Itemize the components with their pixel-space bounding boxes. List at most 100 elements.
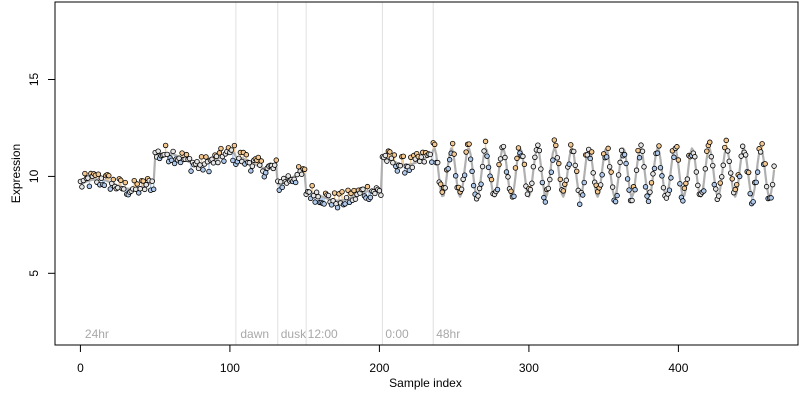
data-point [710,162,716,169]
data-point [692,154,698,160]
data-point [674,144,680,150]
data-point [140,178,146,184]
data-point [183,151,190,158]
data-point [701,188,707,194]
data-point [707,139,713,145]
data-point [623,160,629,167]
data-point [451,151,457,157]
data-point [321,201,327,207]
data-point [107,186,114,192]
data-point [648,180,655,186]
data-point [272,162,278,168]
data-point [571,148,577,155]
data-point [716,193,722,199]
data-point [228,147,235,153]
data-point [79,184,85,190]
data-point [548,169,555,175]
data-point [536,147,543,154]
data-point [122,179,128,186]
data-point [681,185,688,191]
data-point [605,145,611,152]
data-point [736,173,743,180]
data-point [666,187,673,193]
data-point [647,189,653,195]
phase-labels: 24hr dawn dusk 12:00 0:00 48hr [85,327,460,341]
data-point [98,175,105,181]
data-point [587,155,593,162]
data-point [584,152,590,158]
data-point [115,185,121,191]
vertical-lines [235,2,434,345]
data-point [511,193,517,200]
data-point [215,159,221,166]
data-point [292,179,299,186]
data-point [339,189,345,195]
data-point [334,204,341,211]
data-point [683,180,689,187]
data-point [668,175,674,181]
data-point [461,172,468,178]
data-point [769,181,776,188]
data-point [680,198,686,204]
data-point [505,174,511,180]
data-point [641,164,647,170]
data-point [704,148,710,154]
data-point [231,142,238,149]
data-point [141,186,148,193]
data-point [442,185,448,191]
x-axis-label: Sample index [389,376,462,390]
data-point [367,194,374,201]
data-point [496,161,502,168]
data-point [568,142,574,148]
data-point [494,186,501,193]
data-point [626,187,632,193]
data-point [481,148,487,154]
data-point [258,158,265,164]
data-point [343,194,350,201]
data-point [446,157,453,163]
data-point [387,149,393,155]
data-point [726,158,732,164]
data-point [675,157,682,163]
data-point [553,142,559,149]
data-point [713,186,719,192]
data-point [659,173,665,179]
data-point [218,145,224,152]
data-point [409,164,415,171]
data-point [624,176,631,182]
data-point [580,192,586,198]
x-tick-label: 300 [519,361,539,375]
x-tick-label: 200 [369,361,389,375]
data-point [458,186,465,192]
data-point [551,137,558,143]
data-point [500,143,507,150]
data-point [435,159,441,166]
data-point [313,189,320,195]
data-point [742,152,749,158]
data-points [77,137,777,211]
data-point [206,168,212,175]
data-point [162,142,169,149]
data-point [541,194,547,201]
data-point [514,155,520,162]
data-point [530,163,537,170]
data-point [768,195,774,201]
y-tick-label: 5 [27,270,41,277]
data-point [563,177,569,183]
data-point [306,189,312,195]
data-point [560,188,566,194]
data-point [479,163,486,170]
data-point [542,199,549,205]
y-axis: 5 10 15 [27,73,56,277]
data-point [618,147,625,154]
data-point [273,157,279,163]
data-point [378,192,384,198]
data-point [394,168,401,174]
data-point [315,193,321,200]
data-point [342,201,348,207]
data-point [717,180,723,186]
data-point [722,144,728,151]
data-point [554,155,561,161]
phase-label: 24hr [85,327,109,341]
data-point [170,148,176,155]
